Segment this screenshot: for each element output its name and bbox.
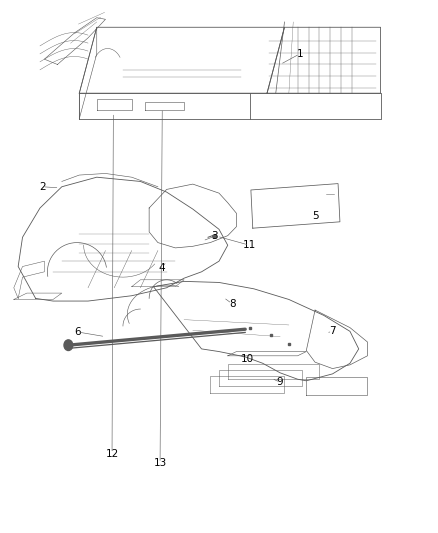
Text: 1: 1 — [297, 49, 303, 59]
Text: 2: 2 — [39, 182, 46, 192]
Text: 6: 6 — [74, 327, 81, 337]
Text: 8: 8 — [229, 298, 235, 309]
Text: 13: 13 — [153, 458, 167, 468]
Text: 11: 11 — [243, 240, 256, 250]
Circle shape — [64, 340, 73, 351]
Text: 4: 4 — [159, 263, 166, 272]
Text: 9: 9 — [277, 377, 283, 387]
Text: 3: 3 — [211, 231, 218, 241]
Text: 7: 7 — [329, 326, 336, 336]
Text: 5: 5 — [312, 211, 318, 221]
Text: 10: 10 — [241, 354, 254, 364]
Text: 12: 12 — [106, 449, 119, 458]
